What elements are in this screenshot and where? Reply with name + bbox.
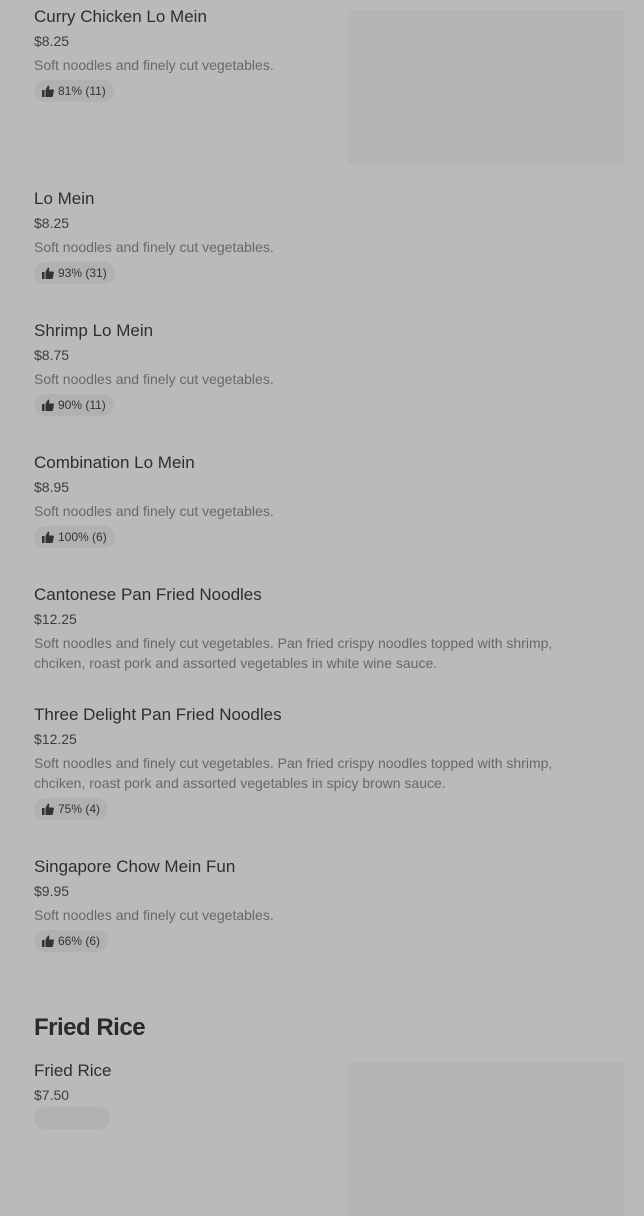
item-price: $8.95 — [34, 479, 70, 495]
item-description: Soft noodles and finely cut vegetables. … — [34, 635, 553, 671]
item-price: $9.95 — [34, 883, 70, 899]
item-title: Three Delight Pan Fried Noodles — [34, 705, 282, 724]
rating-badge — [34, 1107, 110, 1129]
menu-item[interactable]: Lo Mein $8.25 Soft noodles and finely cu… — [34, 188, 594, 284]
item-price: $8.25 — [34, 33, 70, 49]
item-price: $12.25 — [34, 611, 77, 627]
menu-item[interactable]: Singapore Chow Mein Fun $9.95 Soft noodl… — [34, 856, 594, 952]
item-price: $8.75 — [34, 347, 70, 363]
menu-item[interactable]: Cantonese Pan Fried Noodles $12.25 Soft … — [34, 584, 594, 673]
item-title: Fried Rice — [34, 1061, 112, 1080]
rating-badge: 81% (11) — [34, 80, 114, 102]
item-description: Soft noodles and finely cut vegetables. — [34, 907, 274, 923]
rating-badge: 66% (6) — [34, 930, 109, 952]
item-price: $7.50 — [34, 1087, 70, 1103]
item-title: Curry Chicken Lo Mein — [34, 7, 207, 26]
menu-item[interactable]: Curry Chicken Lo Mein $8.25 Soft noodles… — [34, 6, 594, 102]
menu-item-image[interactable] — [348, 10, 624, 164]
item-title: Lo Mein — [34, 189, 95, 208]
section-title: Fried Rice — [34, 1014, 146, 1041]
thumbs-up-icon — [42, 267, 54, 279]
item-title: Cantonese Pan Fried Noodles — [34, 585, 262, 604]
rating-text: 90% (11) — [58, 398, 106, 412]
rating-text: 81% (11) — [58, 84, 106, 98]
rating-text: 75% (4) — [58, 802, 101, 816]
item-description: Soft noodles and finely cut vegetables. — [34, 57, 274, 73]
menu-item[interactable]: Fried Rice $7.50 — [34, 1060, 594, 1134]
thumbs-up-icon — [42, 803, 54, 815]
menu-item[interactable]: Three Delight Pan Fried Noodles $12.25 S… — [34, 704, 594, 820]
item-price: $8.25 — [34, 215, 70, 231]
rating-text: 100% (6) — [58, 530, 107, 544]
item-description: Soft noodles and finely cut vegetables. — [34, 503, 274, 519]
rating-badge: 75% (4) — [34, 798, 109, 820]
rating-badge: 90% (11) — [34, 394, 114, 416]
thumbs-up-icon — [42, 935, 54, 947]
menu-item[interactable]: Shrimp Lo Mein $8.75 Soft noodles and fi… — [34, 320, 594, 416]
menu-item[interactable]: Combination Lo Mein $8.95 Soft noodles a… — [34, 452, 594, 548]
rating-badge: 100% (6) — [34, 526, 115, 548]
item-description: Soft noodles and finely cut vegetables. — [34, 239, 274, 255]
rating-text: 66% (6) — [58, 934, 101, 948]
item-price: $12.25 — [34, 731, 77, 747]
item-title: Combination Lo Mein — [34, 453, 195, 472]
item-title: Singapore Chow Mein Fun — [34, 857, 236, 876]
item-description: Soft noodles and finely cut vegetables. … — [34, 755, 553, 791]
rating-text: 93% (31) — [58, 266, 107, 280]
item-description: Soft noodles and finely cut vegetables. — [34, 371, 274, 387]
rating-badge: 93% (31) — [34, 262, 115, 284]
thumbs-up-icon — [42, 85, 54, 97]
item-title: Shrimp Lo Mein — [34, 321, 154, 340]
thumbs-up-icon — [42, 399, 54, 411]
thumbs-up-icon — [42, 531, 54, 543]
